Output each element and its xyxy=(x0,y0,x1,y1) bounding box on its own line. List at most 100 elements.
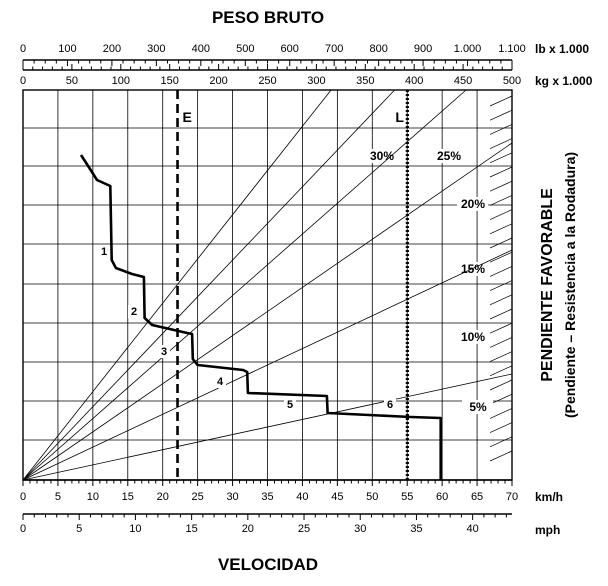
gear-label-bg xyxy=(384,398,396,411)
weight-lb-tick-label: 200 xyxy=(103,43,121,55)
weight-lb-tick-label: 300 xyxy=(147,43,165,55)
speed-kmh-tick-label: 0 xyxy=(20,491,26,503)
speed-mph-tick-label: 10 xyxy=(129,523,141,535)
grade-line xyxy=(22,373,513,481)
reference-line-label: L xyxy=(395,109,404,125)
hatch-mark xyxy=(489,251,513,263)
gear-label: 3 xyxy=(161,346,167,358)
speed-mph-tick-label: 5 xyxy=(76,523,82,535)
gear-label: 5 xyxy=(287,399,293,411)
speed-kmh-tick-label: 25 xyxy=(192,491,204,503)
grade-lines: 30% 25%20%15%10%5% xyxy=(22,89,513,481)
hatch-mark xyxy=(489,109,513,121)
y-axis-title: PENDIENTE FAVORABLE xyxy=(539,188,556,382)
speed-kmh-tick-label: 30 xyxy=(226,491,238,503)
hatch-mark xyxy=(489,365,513,377)
hatch-mark xyxy=(489,436,513,448)
hatch-mark xyxy=(489,152,513,164)
hatch-mark xyxy=(489,308,513,320)
gear-label: 1 xyxy=(101,246,107,258)
speed-kmh-tick-label: 10 xyxy=(87,491,99,503)
speed-mph-tick-label: 20 xyxy=(242,523,254,535)
weight-kg-tick-label: 250 xyxy=(258,75,276,87)
hatch-mark xyxy=(489,124,513,135)
weight-kg-tick-label: 200 xyxy=(209,75,227,87)
grade-label-bg xyxy=(433,149,464,163)
speed-mph-tick-label: 35 xyxy=(410,523,422,535)
speed-kmh-tick-label: 60 xyxy=(436,491,448,503)
grade-label: 25% xyxy=(437,149,461,163)
weight-lb-tick-label: 1.100 xyxy=(498,43,526,55)
weight-kg-tick-label: 350 xyxy=(356,75,374,87)
hatch-mark xyxy=(489,266,513,277)
speed-kmh-tick-label: 55 xyxy=(401,491,413,503)
speed-kmh-tick-label: 15 xyxy=(122,491,134,503)
hatch-mark xyxy=(489,195,513,206)
hatch-mark xyxy=(489,450,513,462)
weight-kg-tick-label: 400 xyxy=(405,75,423,87)
speed-kmh-tick-label: 50 xyxy=(366,491,378,503)
weight-lb-tick-label: 1.000 xyxy=(454,43,482,55)
weight-kg-tick-label: 500 xyxy=(503,75,521,87)
hatch-mark xyxy=(489,280,513,291)
grade-label-bg xyxy=(457,197,488,211)
speed-kmh-tick-label: 20 xyxy=(157,491,169,503)
hatch-mark xyxy=(489,223,513,235)
weight-lb-tick-label: 100 xyxy=(58,43,76,55)
weight-kg-tick-label: 300 xyxy=(307,75,325,87)
speed-mph-tick-label: 40 xyxy=(467,523,479,535)
weight-lb-tick-label: 700 xyxy=(325,43,343,55)
weight-kg-unit-label: kg x 1.000 xyxy=(535,74,593,88)
weight-lb-unit-label: lb x 1.000 xyxy=(535,42,589,56)
speed-mph-tick-label: 0 xyxy=(20,523,26,535)
speed-kmh-tick-label: 35 xyxy=(261,491,273,503)
retarder-curve-line xyxy=(79,154,442,480)
weight-kg-tick-label: 150 xyxy=(161,75,179,87)
gear-label-bg xyxy=(158,345,170,358)
grade-line xyxy=(22,89,332,481)
y-axis-subtitle: (Pendiente – Resistencia a la Rodadura) xyxy=(562,152,578,418)
weight-kg-tick-label: 100 xyxy=(112,75,130,87)
axis-scales: 0 100 200 300 400 500 600 700 800 900 1.000 1.100 lb… xyxy=(20,42,593,537)
grade-label: 30% xyxy=(370,149,394,163)
hatch-mark xyxy=(489,95,513,107)
speed-kmh-tick-label: 45 xyxy=(331,491,343,503)
grade-label: 20% xyxy=(461,197,485,211)
gear-label-bg xyxy=(284,398,296,411)
hatch-mark xyxy=(489,393,513,405)
grade-label-bg xyxy=(457,330,488,344)
speed-kmh-unit-label: km/h xyxy=(535,490,563,504)
hatch-mark xyxy=(489,209,513,220)
weight-kg-tick-label: 450 xyxy=(454,75,472,87)
gear-label: 4 xyxy=(217,376,224,388)
grade-line xyxy=(22,142,513,481)
weight-lb-tick-label: 600 xyxy=(281,43,299,55)
weight-kg-tick-label: 50 xyxy=(66,75,78,87)
speed-mph-unit-label: mph xyxy=(535,523,560,537)
speed-mph-tick-label: 15 xyxy=(185,523,197,535)
hatch-mark xyxy=(489,138,513,149)
grade-label-bg xyxy=(366,149,397,163)
weight-lb-tick-label: 400 xyxy=(192,43,210,55)
weight-lb-tick-label: 500 xyxy=(236,43,254,55)
hatch-mark xyxy=(489,180,513,192)
speed-kmh-tick-label: 5 xyxy=(55,491,61,503)
speed-mph-tick-label: 30 xyxy=(354,523,366,535)
hatch-mark xyxy=(489,166,513,178)
x-axis-title: VELOCIDAD xyxy=(218,555,318,574)
gear-label: 6 xyxy=(387,399,393,411)
weight-kg-tick-label: 0 xyxy=(20,75,26,87)
weight-lb-tick-label: 900 xyxy=(414,43,432,55)
hatch-mark xyxy=(489,294,513,306)
speed-mph-tick-label: 25 xyxy=(298,523,310,535)
hatch-mark xyxy=(489,322,513,334)
grade-line xyxy=(22,89,467,481)
weight-lb-tick-label: 0 xyxy=(20,43,26,55)
grade-label: 5% xyxy=(469,400,487,414)
chart-title: PESO BRUTO xyxy=(212,8,324,27)
grade-line xyxy=(22,249,513,481)
speed-kmh-tick-label: 65 xyxy=(471,491,483,503)
reference-line-label: E xyxy=(183,109,192,125)
